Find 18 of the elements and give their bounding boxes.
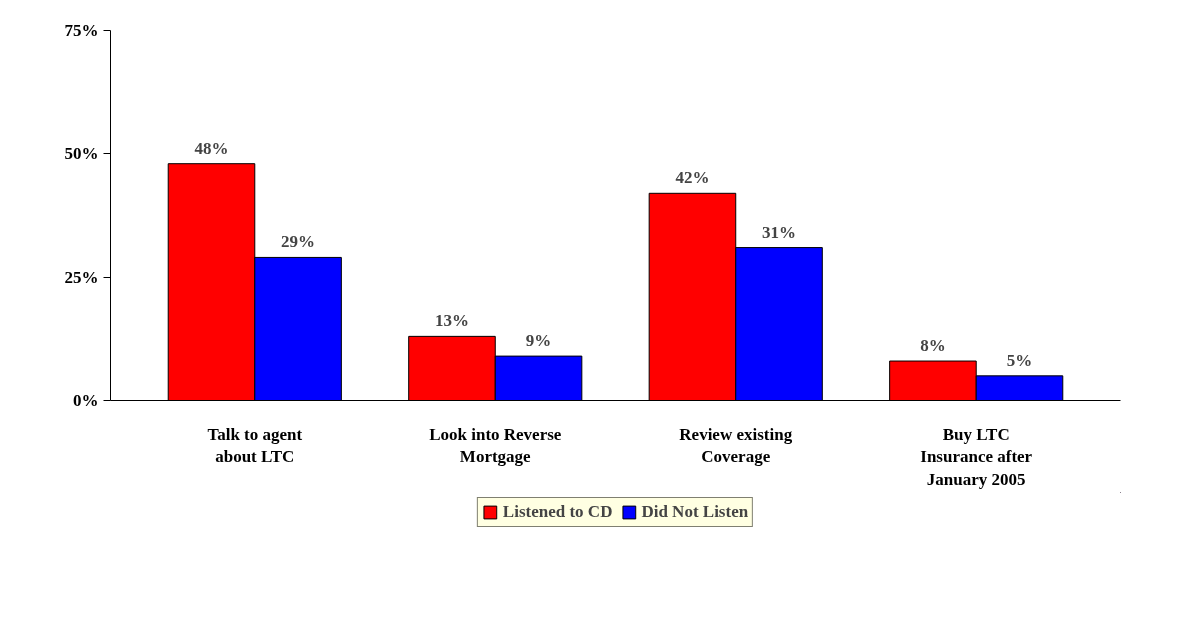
data-label: 5%	[1006, 350, 1033, 370]
data-label: 48%	[194, 138, 229, 158]
x-tick-label: Talk to agent about LTC	[207, 424, 303, 467]
x-tick-label: Look into Reverse Mortgage	[429, 424, 562, 467]
data-label: 31%	[762, 222, 797, 242]
y-tick-label: 75%	[64, 21, 99, 40]
y-tick-label: 25%	[64, 267, 99, 287]
data-label: 29%	[281, 232, 316, 252]
legend-label: Listened to CD	[502, 502, 613, 522]
legend-label: Did Not Listen	[641, 502, 749, 522]
data-label: 9%	[525, 331, 552, 351]
x-tick-label: Buy LTC Insurance after January 2005	[920, 424, 1033, 490]
data-label: 8%	[920, 336, 946, 356]
y-tick-label: 0%	[73, 391, 99, 410]
x-tick-label: Review existing Coverage	[679, 424, 793, 467]
data-label: 42%	[675, 168, 710, 188]
data-label: 13%	[434, 311, 469, 331]
y-tick-label: 50%	[64, 144, 99, 164]
